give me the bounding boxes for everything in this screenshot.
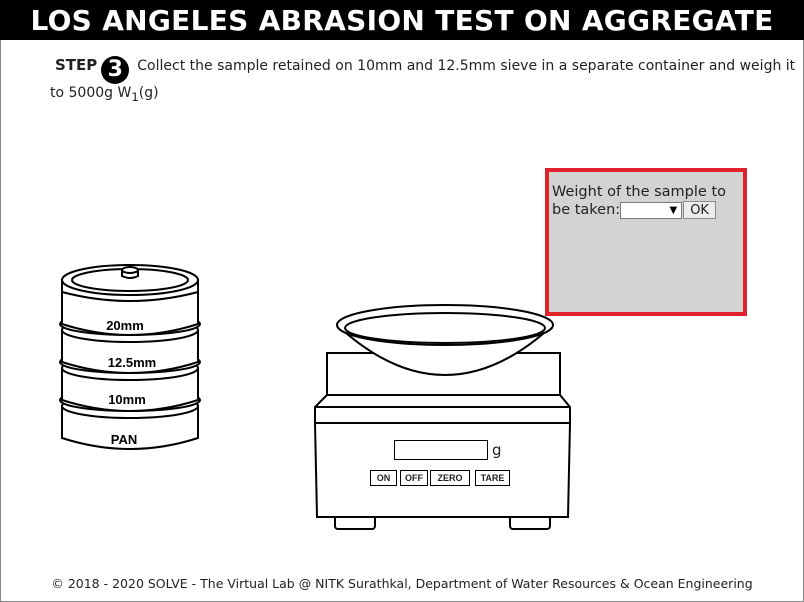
- sieve-label: 12.5mm: [108, 355, 156, 370]
- step-instruction: STEP 3 Collect the sample retained on 10mm…: [50, 56, 800, 107]
- step-text: Collect the sample retained on 10mm and …: [50, 58, 796, 101]
- step-label: STEP: [55, 56, 98, 74]
- sieve-label: 20mm: [106, 318, 144, 333]
- balance-tare-button[interactable]: TARE: [475, 470, 510, 486]
- balance-unit: g: [492, 441, 502, 459]
- balance-display: [394, 440, 488, 460]
- balance-on-button[interactable]: ON: [370, 470, 397, 486]
- sample-weight-prompt: Weight of the sample to be taken:: [552, 184, 726, 218]
- sample-weight-select[interactable]: ▼: [620, 201, 683, 219]
- step-number-badge: 3: [101, 56, 130, 84]
- footer-copyright: © 2018 - 2020 SOLVE - The Virtual Lab @ …: [51, 576, 753, 591]
- step-subscript: 1: [131, 89, 139, 104]
- page-title: LOS ANGELES ABRASION TEST ON AGGREGATE: [0, 0, 804, 40]
- balance-off-button[interactable]: OFF: [400, 470, 428, 486]
- weighing-balance: [313, 304, 572, 530]
- sieve-label: 10mm: [108, 392, 146, 407]
- balance-zero-button[interactable]: ZERO: [430, 470, 470, 486]
- sample-weight-panel: Weight of the sample to be taken: ▼ OK: [545, 168, 747, 316]
- sieve-label: PAN: [111, 432, 137, 447]
- dropdown-arrow-icon: ▼: [669, 204, 678, 216]
- step-suffix: (g): [138, 85, 159, 101]
- ok-button[interactable]: OK: [683, 201, 716, 219]
- sieve-stack[interactable]: 20mm 12.5mm 10mm PAN: [50, 258, 210, 463]
